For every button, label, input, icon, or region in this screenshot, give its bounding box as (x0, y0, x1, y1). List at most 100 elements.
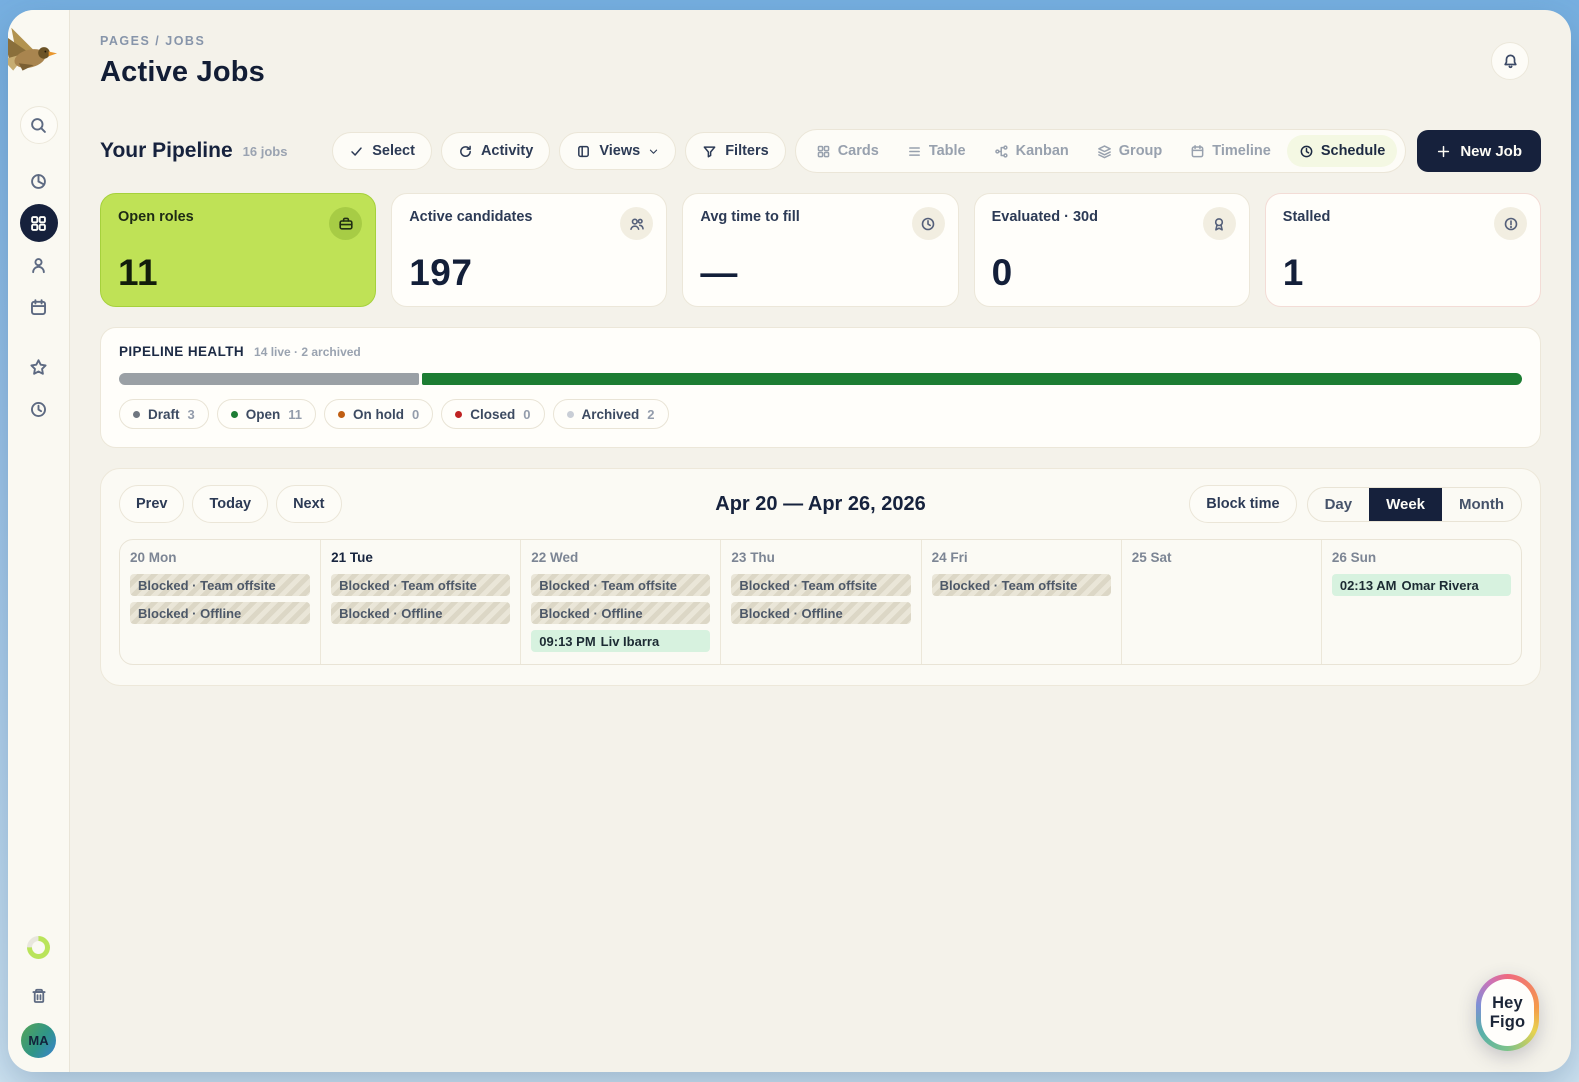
legend-archived[interactable]: Archived 2 (552, 399, 669, 429)
stat-label: Avg time to fill (700, 209, 800, 225)
trash-button[interactable] (22, 979, 56, 1013)
table-icon (907, 144, 922, 159)
award-icon (1211, 216, 1227, 232)
action-buttons: Select Activity Views Filters (332, 132, 786, 170)
sidebar-item-grid[interactable] (19, 204, 58, 242)
views-button[interactable]: Views (559, 132, 677, 170)
select-button[interactable]: Select (332, 132, 432, 170)
notifications-button[interactable] (1491, 42, 1529, 80)
hey-figo-line1: Hey (1492, 994, 1523, 1013)
calendar-view-week[interactable]: Week (1369, 487, 1443, 521)
blocked-event[interactable]: Blocked · Offline (531, 602, 711, 624)
day-column-26-sun[interactable]: 26 Sun 02:13 AM Omar Rivera (1320, 540, 1521, 664)
legend-count: 11 (288, 406, 303, 422)
calendar-header: Prev Today Next Apr 20 — Apr 26, 2026 Bloc… (119, 485, 1522, 523)
new-job-button[interactable]: New Job (1417, 130, 1541, 172)
hey-figo-button[interactable]: Hey Figo (1476, 974, 1539, 1051)
calendar-view-day[interactable]: Day (1324, 495, 1353, 513)
search-icon (29, 116, 48, 135)
sidebar-item-person[interactable] (20, 246, 58, 284)
stat-icon-circle (620, 207, 654, 240)
stat-value: — (700, 252, 738, 293)
sidebar-item-star[interactable] (20, 348, 58, 386)
legend-label: Open (245, 406, 281, 422)
week-grid: 20 Mon Blocked · Team offsite Blocked · Of… (119, 539, 1522, 665)
interview-event[interactable]: 02:13 AM Omar Rivera (1331, 574, 1511, 596)
day-column-23-thu[interactable]: 23 Thu Blocked · Team offsite Blocked · Of… (720, 540, 920, 664)
calendar-next-button[interactable]: Next (276, 485, 342, 523)
filters-button[interactable]: Filters (685, 132, 786, 170)
stats-row: Open roles 11 Active candidates 197 Avg time… (100, 193, 1541, 307)
section-title: Your Pipeline (100, 139, 233, 162)
view-tab-cards[interactable]: Cards (804, 135, 891, 167)
view-tab-kanban[interactable]: Kanban (982, 135, 1081, 167)
day-column-21-tue[interactable]: 21 Tue Blocked · Team offsite Blocked · Of… (320, 540, 520, 664)
legend-count: 0 (523, 406, 531, 422)
view-tab-label: Group (1118, 143, 1163, 159)
calendar-today-button[interactable]: Today (192, 485, 269, 523)
blocked-event[interactable]: Blocked · Team offsite (130, 574, 311, 596)
blocked-event[interactable]: Blocked · Team offsite (931, 574, 1111, 596)
calendar-header-right: Block time Day Week Month (1189, 485, 1522, 523)
stat-card-open-roles[interactable]: Open roles 11 (100, 193, 377, 307)
new-job-label: New Job (1460, 142, 1522, 160)
view-tab-timeline[interactable]: Timeline (1178, 135, 1283, 167)
day-column-22-wed[interactable]: 22 Wed Blocked · Team offsite Blocked · Of… (520, 540, 720, 664)
blocked-event[interactable]: Blocked · Team offsite (531, 574, 711, 596)
legend-dot (338, 410, 346, 418)
sidebar-item-clock[interactable] (20, 390, 58, 428)
legend-closed[interactable]: Closed 0 (441, 399, 545, 429)
block-time-button[interactable]: Block time (1189, 485, 1297, 523)
stat-card-avg-time-to-fill[interactable]: Avg time to fill — (682, 193, 959, 307)
stat-card-evaluated-30d[interactable]: Evaluated · 30d 0 (973, 193, 1250, 307)
hey-figo-label: Hey Figo (1481, 979, 1534, 1046)
day-events: Blocked · Team offsite Blocked · Offline (331, 574, 511, 624)
stat-icon-circle (1494, 207, 1527, 240)
interview-event[interactable]: 09:13 PM Liv Ibarra (531, 630, 711, 652)
briefcase-icon (338, 216, 354, 232)
day-column-24-fri[interactable]: 24 Fri Blocked · Team offsite (920, 540, 1121, 664)
user-avatar[interactable]: MA (21, 1023, 56, 1058)
blocked-event[interactable]: Blocked · Team offsite (731, 574, 911, 596)
breadcrumb: PAGES / JOBS (100, 34, 206, 48)
legend-on-hold[interactable]: On hold 0 (324, 399, 434, 429)
legend-open[interactable]: Open 11 (216, 399, 317, 429)
panel-icon (576, 144, 591, 159)
legend-draft[interactable]: Draft 3 (119, 399, 209, 429)
clock-icon (29, 400, 48, 419)
view-tab-group[interactable]: Group (1085, 135, 1175, 167)
activity-button[interactable]: Activity (440, 132, 551, 170)
stat-value: 1 (1282, 252, 1304, 293)
sidebar-item-pie-chart[interactable] (20, 162, 58, 200)
layers-icon (1097, 144, 1112, 159)
legend-label: Archived (581, 406, 640, 422)
stat-value: 0 (991, 252, 1013, 293)
duck-logo[interactable] (8, 24, 58, 80)
stat-card-active-candidates[interactable]: Active candidates 197 (391, 193, 668, 307)
sidebar-item-calendar[interactable] (20, 288, 58, 326)
funnel-icon (702, 144, 717, 159)
blocked-event[interactable]: Blocked · Offline (731, 602, 911, 624)
legend-count: 2 (647, 406, 655, 422)
view-tab-table[interactable]: Table (895, 135, 978, 167)
calendar-view-month[interactable]: Month (1459, 495, 1504, 513)
stat-card-stalled[interactable]: Stalled 1 (1264, 193, 1541, 307)
pipeline-toolbar: Your Pipeline 16 jobs Select Activity View… (100, 129, 1541, 173)
view-tab-schedule[interactable]: Schedule (1286, 135, 1398, 167)
view-tab-label: Kanban (1015, 143, 1069, 159)
blocked-event[interactable]: Blocked · Offline (130, 602, 311, 624)
day-column-20-mon[interactable]: 20 Mon Blocked · Team offsite Blocked · Of… (120, 540, 320, 664)
views-label: Views (599, 143, 641, 159)
blocked-event[interactable]: Blocked · Team offsite (331, 574, 511, 596)
health-bar-segment (119, 373, 420, 385)
sidebar-item-search[interactable] (19, 106, 58, 144)
legend-dot (566, 410, 574, 418)
activity-label: Activity (480, 143, 534, 159)
view-tab-label: Cards (837, 143, 879, 159)
chevron-down-icon (648, 146, 659, 157)
calendar-prev-button[interactable]: Prev (119, 485, 185, 523)
stat-label: Open roles (118, 209, 194, 225)
stat-label: Stalled (1282, 209, 1331, 225)
blocked-event[interactable]: Blocked · Offline (331, 602, 511, 624)
day-column-25-sat[interactable]: 25 Sat (1120, 540, 1321, 664)
